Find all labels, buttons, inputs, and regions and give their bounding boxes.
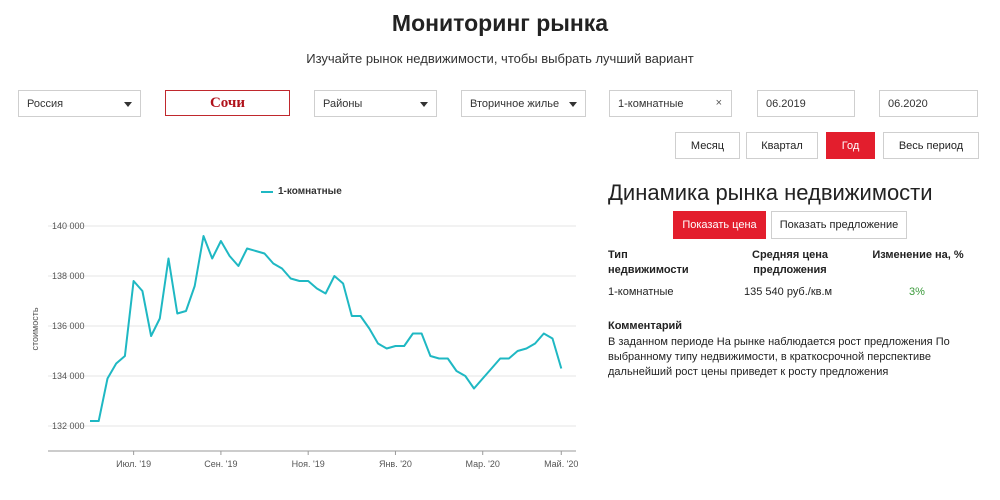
- page-title: Мониторинг рынка: [391, 10, 609, 36]
- x-tick-label: Янв. '20: [379, 459, 412, 469]
- show-supply-button[interactable]: Показать предложение: [771, 211, 907, 239]
- districts-select-value: Районы: [323, 97, 363, 110]
- table-header-price: Средняя цена предложения: [752, 249, 828, 276]
- districts-select[interactable]: Районы: [314, 90, 437, 117]
- period-quarter-button[interactable]: Квартал: [746, 132, 818, 159]
- legend-swatch: [261, 190, 273, 193]
- legend-label: 1-комнатные: [278, 186, 342, 197]
- market-type-select[interactable]: Вторичное жилье: [461, 90, 586, 117]
- series-line[interactable]: [90, 235, 563, 422]
- comment-text: В заданном периоде На рынке наблюдается …: [608, 336, 950, 378]
- country-select-value: Россия: [27, 97, 64, 110]
- table-header-type: Тип недвижимости: [608, 249, 689, 276]
- country-select[interactable]: Россия: [18, 90, 141, 117]
- y-tick-label: 132 000: [52, 421, 85, 431]
- y-tick-label: 136 000: [52, 321, 85, 331]
- rooms-select[interactable]: 1-комнатные ×: [609, 90, 732, 117]
- x-tick-label: Май. '20: [544, 459, 578, 469]
- comment-title: Комментарий: [608, 320, 683, 332]
- period-all-button[interactable]: Весь период: [883, 132, 979, 159]
- city-select-value: Сочи: [209, 94, 246, 111]
- page-subtitle: Изучайте рынок недвижимости, чтобы выбра…: [306, 51, 694, 66]
- y-axis-label: стоимость: [30, 307, 40, 350]
- chevron-down-icon: [124, 102, 132, 107]
- table-cell-type: 1-комнатные: [608, 286, 674, 298]
- date-from-input[interactable]: 06.2019: [757, 90, 855, 117]
- chevron-down-icon: [420, 102, 428, 107]
- rooms-select-value: 1-комнатные: [618, 97, 684, 110]
- chevron-down-icon: [569, 102, 577, 107]
- show-price-button[interactable]: Показать цена: [673, 211, 766, 239]
- chart-legend[interactable]: 1-комнатные: [261, 186, 342, 197]
- period-year-button[interactable]: Год: [826, 132, 875, 159]
- x-tick-label: Июл. '19: [116, 459, 151, 469]
- panel-title: Динамика рынка недвижимости: [608, 180, 933, 205]
- x-tick-label: Ноя. '19: [292, 459, 325, 469]
- table-cell-change: 3%: [909, 286, 925, 298]
- y-tick-label: 134 000: [52, 371, 85, 381]
- x-tick-label: Мар. '20: [466, 459, 500, 469]
- y-tick-label: 138 000: [52, 271, 85, 281]
- date-to-value: 06.2020: [888, 97, 928, 110]
- city-select[interactable]: Сочи: [165, 90, 290, 116]
- date-from-value: 06.2019: [766, 97, 806, 110]
- table-cell-price: 135 540 руб./кв.м: [744, 286, 833, 298]
- date-to-input[interactable]: 06.2020: [879, 90, 978, 117]
- y-tick-label: 140 000: [52, 221, 85, 231]
- x-tick-label: Сен. '19: [204, 459, 237, 469]
- market-type-select-value: Вторичное жилье: [470, 97, 560, 110]
- period-month-button[interactable]: Месяц: [675, 132, 740, 159]
- table-header-change: Изменение на, %: [872, 249, 964, 261]
- clear-icon[interactable]: ×: [715, 97, 722, 109]
